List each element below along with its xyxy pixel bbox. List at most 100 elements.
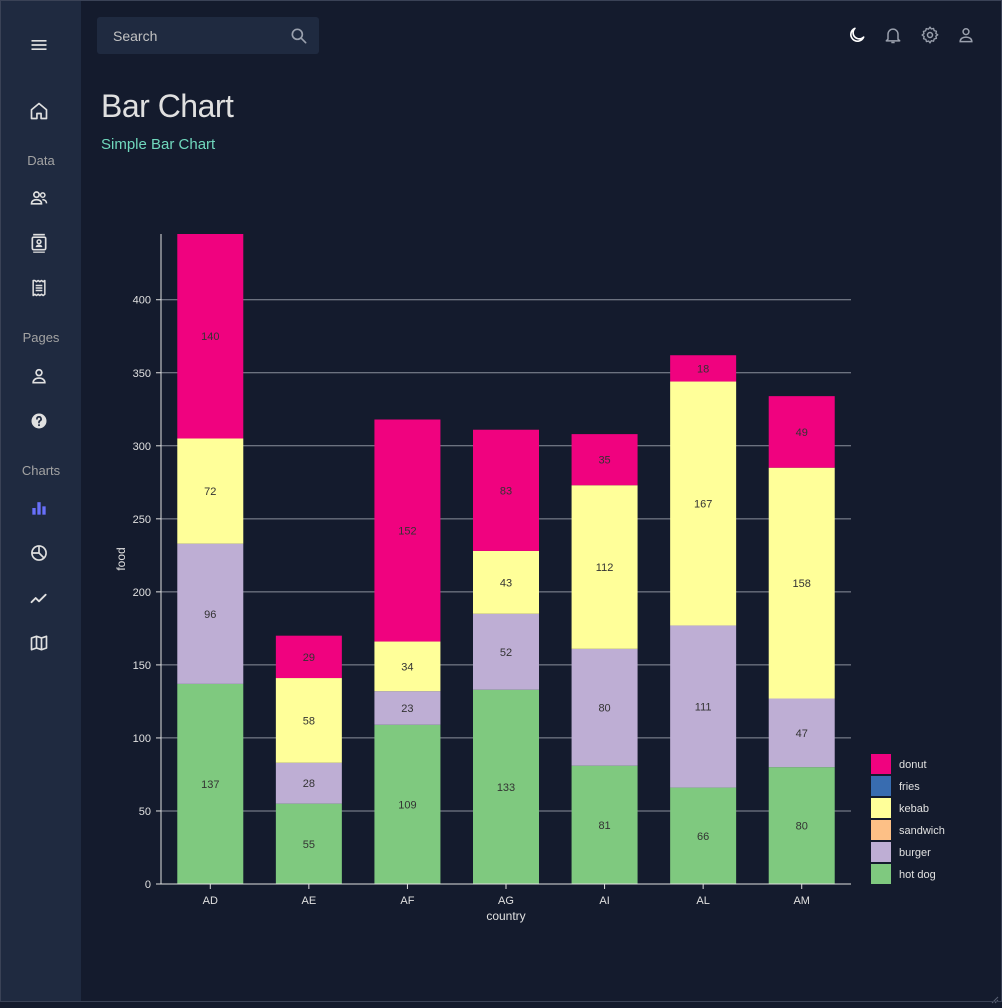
bar-value-label: 43 <box>500 577 512 589</box>
y-tick-label: 200 <box>133 587 151 599</box>
bar-value-label: 55 <box>303 839 315 851</box>
bar-segment <box>768 396 835 468</box>
bar-value-label: 158 <box>793 578 811 590</box>
resize-grip-icon[interactable] <box>989 989 999 1004</box>
y-tick-label: 150 <box>133 660 151 672</box>
legend-swatch <box>871 842 891 862</box>
legend-label: donut <box>899 759 927 771</box>
bar-segment <box>275 803 342 884</box>
page-subtitle: Simple Bar Chart <box>101 136 216 153</box>
bar-segment <box>473 429 539 551</box>
bar-segment <box>571 434 638 486</box>
bar-segment <box>768 767 835 884</box>
line-chart-icon[interactable] <box>28 587 50 609</box>
bar-value-label: 80 <box>598 702 610 714</box>
legend-swatch <box>871 776 891 796</box>
bar-value-label: 52 <box>500 647 512 659</box>
pie-chart-icon[interactable] <box>28 542 50 564</box>
bar-value-label: 137 <box>201 779 219 791</box>
notifications-icon[interactable] <box>883 25 903 45</box>
bar-segment <box>571 648 638 766</box>
home-icon[interactable] <box>28 100 50 122</box>
receipt-icon[interactable] <box>28 277 50 299</box>
bar-segment <box>768 698 835 768</box>
x-tick-label: AI <box>599 895 609 907</box>
sidebar: Data Pages Charts <box>1 1 81 1001</box>
search-bar <box>97 17 319 54</box>
bar-segment <box>473 550 539 614</box>
bar-value-label: 96 <box>204 609 216 621</box>
sidebar-section-pages: Pages <box>22 330 60 345</box>
bar-value-label: 152 <box>398 526 416 538</box>
bar-segment <box>275 635 342 679</box>
bar-value-label: 29 <box>303 652 315 664</box>
bar-segment <box>473 613 539 690</box>
legend-label: sandwich <box>899 825 945 837</box>
legend-swatch <box>871 754 891 774</box>
people-icon[interactable] <box>28 187 50 209</box>
x-tick-label: AL <box>696 895 709 907</box>
bar-segment <box>768 467 835 699</box>
bar-value-label: 18 <box>697 363 709 375</box>
bar-segment <box>374 419 441 642</box>
bar-value-label: 111 <box>695 702 712 714</box>
bar-value-label: 66 <box>697 831 709 843</box>
bar-value-label: 112 <box>596 562 614 574</box>
profile-icon[interactable] <box>956 25 976 45</box>
person-icon[interactable] <box>28 365 50 387</box>
dark-mode-icon[interactable] <box>847 25 867 45</box>
bar-value-label: 81 <box>598 820 610 832</box>
x-axis-title: country <box>486 909 525 923</box>
bar-value-label: 140 <box>201 331 219 343</box>
bar-segment <box>374 641 441 692</box>
bar-segment <box>275 762 342 804</box>
x-tick-label: AE <box>302 895 317 907</box>
bar-segment <box>571 485 638 649</box>
bar-value-label: 167 <box>694 498 712 510</box>
bar-value-label: 58 <box>303 715 315 727</box>
bar-value-label: 133 <box>497 782 515 794</box>
legend-swatch <box>871 798 891 818</box>
bar-value-label: 80 <box>796 821 808 833</box>
bar-segment <box>374 691 441 725</box>
bar-value-label: 83 <box>500 485 512 497</box>
y-tick-label: 300 <box>133 441 151 453</box>
bar-segment <box>374 724 441 884</box>
search-icon[interactable] <box>289 26 309 46</box>
search-input[interactable] <box>111 26 285 46</box>
y-tick-label: 400 <box>133 295 151 307</box>
x-tick-label: AD <box>203 895 218 907</box>
y-axis-title: food <box>114 547 128 570</box>
y-tick-label: 100 <box>133 733 151 745</box>
bar-segment <box>571 765 638 884</box>
bar-chart-icon[interactable] <box>28 497 50 519</box>
x-tick-label: AG <box>498 895 514 907</box>
bar-value-label: 72 <box>204 486 216 498</box>
bar-value-label: 109 <box>398 799 416 811</box>
y-tick-label: 350 <box>133 368 151 380</box>
bar-segment <box>473 689 539 884</box>
help-icon[interactable] <box>28 410 50 432</box>
bar-segment <box>670 787 737 884</box>
contacts-icon[interactable] <box>28 232 50 254</box>
bar-segment <box>670 381 737 626</box>
x-tick-label: AM <box>793 895 810 907</box>
map-icon[interactable] <box>28 632 50 654</box>
y-tick-label: 0 <box>145 879 151 891</box>
legend-label: kebab <box>899 803 929 815</box>
bar-segment <box>177 234 244 439</box>
legend-label: burger <box>899 847 931 859</box>
bar-value-label: 34 <box>401 661 413 673</box>
menu-icon[interactable] <box>28 34 50 56</box>
x-tick-label: AF <box>400 895 414 907</box>
bar-segment <box>670 625 737 788</box>
bar-value-label: 47 <box>796 728 808 740</box>
legend-swatch <box>871 864 891 884</box>
bar-segment <box>177 543 244 684</box>
bar-segment <box>670 355 737 382</box>
bar-segment <box>177 438 244 544</box>
sidebar-section-charts: Charts <box>21 463 61 478</box>
legend-swatch <box>871 820 891 840</box>
settings-icon[interactable] <box>920 25 940 45</box>
